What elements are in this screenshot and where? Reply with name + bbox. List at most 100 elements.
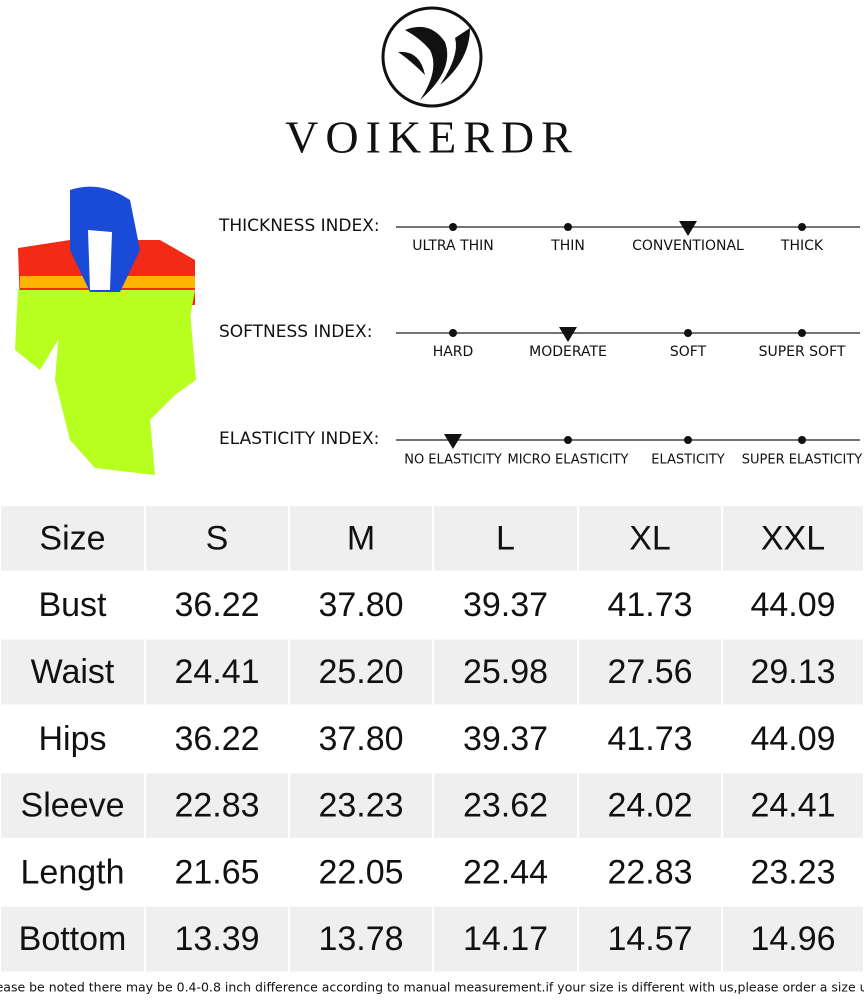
index-option: THIN xyxy=(550,238,585,254)
table-cell xyxy=(723,506,863,571)
table-text: M xyxy=(347,519,375,557)
index-option: NO ELASTICITY xyxy=(404,453,502,468)
table-text: Size xyxy=(39,519,105,557)
table-text: 14.17 xyxy=(463,920,548,958)
brand: VOIKERDR xyxy=(285,112,579,163)
index-option: SOFT xyxy=(670,344,707,360)
table-text: 27.56 xyxy=(607,653,692,691)
table-text: L xyxy=(496,519,515,557)
logo xyxy=(381,6,483,108)
index-label: ELASTICITY INDEX: xyxy=(219,429,379,449)
table-cell xyxy=(1,906,144,972)
table-cell xyxy=(146,506,288,571)
table-text: Length xyxy=(21,853,125,891)
table-cell xyxy=(434,572,577,638)
index-label: SOFTNESS INDEX: xyxy=(219,322,372,342)
table-cell xyxy=(1,840,144,905)
selected-marker xyxy=(559,327,577,342)
table-text: 23.23 xyxy=(750,853,835,891)
table-text: 36.22 xyxy=(174,720,259,758)
table-cell xyxy=(579,906,721,972)
table-cell xyxy=(290,506,432,571)
table-text: 24.02 xyxy=(607,787,692,825)
table-cell xyxy=(434,706,577,772)
table-text: Waist xyxy=(31,653,115,691)
table-cell xyxy=(723,706,863,772)
table-cell xyxy=(1,773,144,838)
table-cell xyxy=(290,572,432,638)
table-text: 37.80 xyxy=(318,720,403,758)
table-text: 13.78 xyxy=(318,920,403,958)
scale-dot xyxy=(798,436,806,444)
table-text: 29.13 xyxy=(750,653,835,691)
scale-dot xyxy=(798,223,806,231)
table-text: 25.20 xyxy=(318,653,403,691)
table-text: 22.05 xyxy=(318,853,403,891)
table-text: 44.09 xyxy=(750,586,835,624)
index-option: HARD xyxy=(433,344,474,360)
table-text: 41.73 xyxy=(607,720,692,758)
table-text: 39.37 xyxy=(463,586,548,624)
table-cell xyxy=(1,506,144,571)
product-image xyxy=(15,186,196,475)
scale-dot xyxy=(449,329,457,337)
table-cell xyxy=(1,706,144,772)
table-cell xyxy=(723,639,863,705)
table-text: 13.39 xyxy=(174,920,259,958)
table-text: Sleeve xyxy=(21,787,125,825)
table-text: 21.65 xyxy=(174,853,259,891)
table-cell xyxy=(1,639,144,705)
table-cell xyxy=(146,773,288,838)
table-cell xyxy=(579,572,721,638)
table-text: 22.83 xyxy=(607,853,692,891)
index-option: THICK xyxy=(780,238,824,254)
table-cell xyxy=(146,572,288,638)
table-cell xyxy=(290,840,432,905)
table-cell xyxy=(723,840,863,905)
table-text: 36.22 xyxy=(174,586,259,624)
table-text: XL xyxy=(629,519,671,557)
index-option: SUPER ELASTICITY xyxy=(742,453,863,468)
index-option: ELASTICITY xyxy=(651,453,725,468)
table-cell xyxy=(723,773,863,838)
scale-dot xyxy=(798,329,806,337)
table-cell xyxy=(434,906,577,972)
scale-dot xyxy=(684,436,692,444)
table-text: 39.37 xyxy=(463,720,548,758)
table-cell xyxy=(146,840,288,905)
index-label: THICKNESS INDEX: xyxy=(218,216,380,236)
table-cell xyxy=(434,773,577,838)
table-text: 22.83 xyxy=(174,787,259,825)
table-cell xyxy=(290,639,432,705)
table-text: 23.23 xyxy=(318,787,403,825)
scale-dot xyxy=(564,223,572,231)
table-cell xyxy=(579,706,721,772)
table-text: 14.57 xyxy=(607,920,692,958)
scale-dot xyxy=(684,329,692,337)
table-text: 22.44 xyxy=(463,853,548,891)
table-cell xyxy=(579,773,721,838)
table-text: S xyxy=(206,519,229,557)
selected-marker xyxy=(679,221,697,236)
table-text: Hips xyxy=(38,720,106,758)
footnote: Please be noted there may be 0.4-0.8 inc… xyxy=(0,980,864,995)
table-text: 25.98 xyxy=(463,653,548,691)
table-text: 44.09 xyxy=(750,720,835,758)
table-cell xyxy=(146,706,288,772)
table-cell xyxy=(723,906,863,972)
table-cell xyxy=(579,639,721,705)
table-text: 24.41 xyxy=(174,653,259,691)
table-cell xyxy=(579,840,721,905)
table-text: 14.96 xyxy=(750,920,835,958)
table-text: XXL xyxy=(761,519,825,557)
table-cell xyxy=(290,773,432,838)
index-option: ULTRA THIN xyxy=(412,238,494,254)
scale-dot xyxy=(449,223,457,231)
table-cell xyxy=(290,906,432,972)
table-cell xyxy=(1,572,144,638)
table-cell xyxy=(146,906,288,972)
table-cell xyxy=(434,840,577,905)
table-text: Bottom xyxy=(19,920,127,958)
table-text: 41.73 xyxy=(607,586,692,624)
